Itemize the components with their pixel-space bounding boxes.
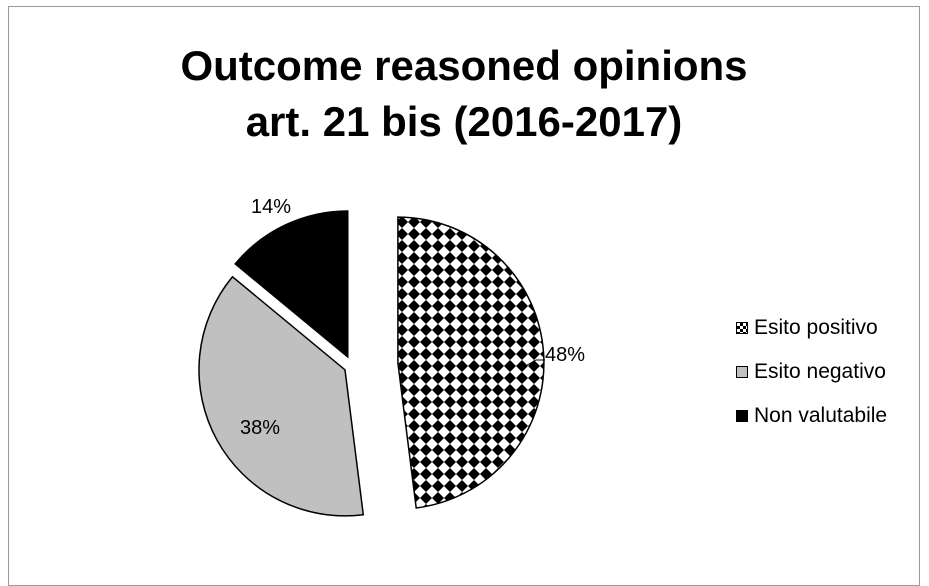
legend-item-non-valutabile: Non valutabile bbox=[736, 394, 887, 438]
chart-title-line-2: art. 21 bis (2016-2017) bbox=[245, 98, 683, 145]
data-label-esito-positivo: 48% bbox=[545, 344, 586, 366]
legend-swatch-black-icon bbox=[736, 410, 748, 422]
legend-label-non-valutabile: Non valutabile bbox=[754, 404, 888, 427]
data-label-esito-negativo: 38% bbox=[240, 417, 281, 439]
pie-slice-esito-negativo bbox=[198, 275, 365, 517]
legend-item-esito-positivo: Esito positivo bbox=[736, 306, 887, 350]
chart-title-line-1: Outcome reasoned opinions bbox=[180, 42, 748, 89]
legend-label-esito-positivo: Esito positivo bbox=[754, 316, 878, 339]
data-label-non-valutabile: 14% bbox=[251, 196, 292, 218]
chart-title: Outcome reasoned opinions art. 21 bis (2… bbox=[8, 38, 920, 150]
legend-label-esito-negativo: Esito negativo bbox=[754, 360, 886, 383]
leader-line-esito-positivo bbox=[521, 359, 545, 369]
legend-swatch-checkered-icon bbox=[736, 322, 748, 334]
pie-slice-non-valutabile bbox=[234, 210, 349, 359]
legend-item-esito-negativo: Esito negativo bbox=[736, 350, 887, 394]
pie-slice-esito-positivo bbox=[397, 216, 545, 509]
legend: Esito positivo Esito negativo Non valuta… bbox=[736, 306, 887, 438]
pie-chart bbox=[198, 210, 545, 517]
legend-swatch-gray-icon bbox=[736, 366, 748, 378]
